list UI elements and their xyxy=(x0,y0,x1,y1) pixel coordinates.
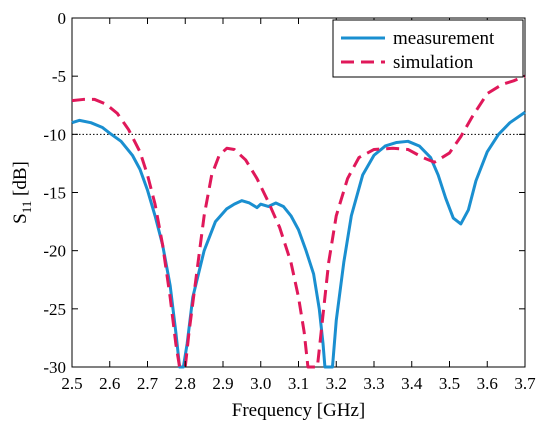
x-tick-label: 2.9 xyxy=(212,374,233,393)
y-tick-label: -30 xyxy=(43,358,66,377)
y-axis-title: S11 [dB] xyxy=(10,161,34,224)
y-tick-labels: 0 -5 -10 -15 -20 -25 -30 xyxy=(43,9,66,377)
x-tick-label: 3.7 xyxy=(514,374,536,393)
ticks-layer xyxy=(71,17,526,368)
x-tick-label: 2.6 xyxy=(99,374,120,393)
x-tick-label: 3.3 xyxy=(363,374,384,393)
x-tick-label: 3.1 xyxy=(288,374,309,393)
y-axis-title-unit: [dB] xyxy=(10,161,31,201)
x-tick-label: 3.6 xyxy=(477,374,498,393)
legend-label-measurement: measurement xyxy=(393,28,495,49)
x-tick-label: 2.5 xyxy=(61,374,82,393)
x-tick-label: 3.5 xyxy=(439,374,460,393)
y-tick-label: -5 xyxy=(52,67,66,86)
x-axis-title: Frequency [GHz] xyxy=(232,400,365,421)
y-tick-label: -25 xyxy=(43,300,66,319)
y-axis-title-main: S xyxy=(10,213,31,224)
x-tick-label: 3.2 xyxy=(326,374,347,393)
y-tick-label: -15 xyxy=(43,184,66,203)
y-tick-label: -10 xyxy=(43,125,66,144)
x-tick-label: 2.7 xyxy=(137,374,159,393)
y-tick-label: 0 xyxy=(58,9,67,28)
legend-label-simulation: simulation xyxy=(393,52,474,73)
x-tick-label: 3.4 xyxy=(401,374,423,393)
y-tick-label: -20 xyxy=(43,242,66,261)
x-tick-labels: 2.5 2.6 2.7 2.8 2.9 3.0 3.1 3.2 3.3 3.4 3.5 3.6 3.7 xyxy=(61,374,536,393)
series-layer xyxy=(71,74,526,369)
legend: measurement simulation xyxy=(332,19,524,78)
x-tick-label: 2.8 xyxy=(175,374,196,393)
legend-box xyxy=(332,19,524,78)
x-tick-label: 3.0 xyxy=(250,374,271,393)
y-axis-title-sub: 11 xyxy=(19,201,34,214)
series-line-measurement xyxy=(71,110,526,369)
series-line-simulation xyxy=(71,74,526,369)
